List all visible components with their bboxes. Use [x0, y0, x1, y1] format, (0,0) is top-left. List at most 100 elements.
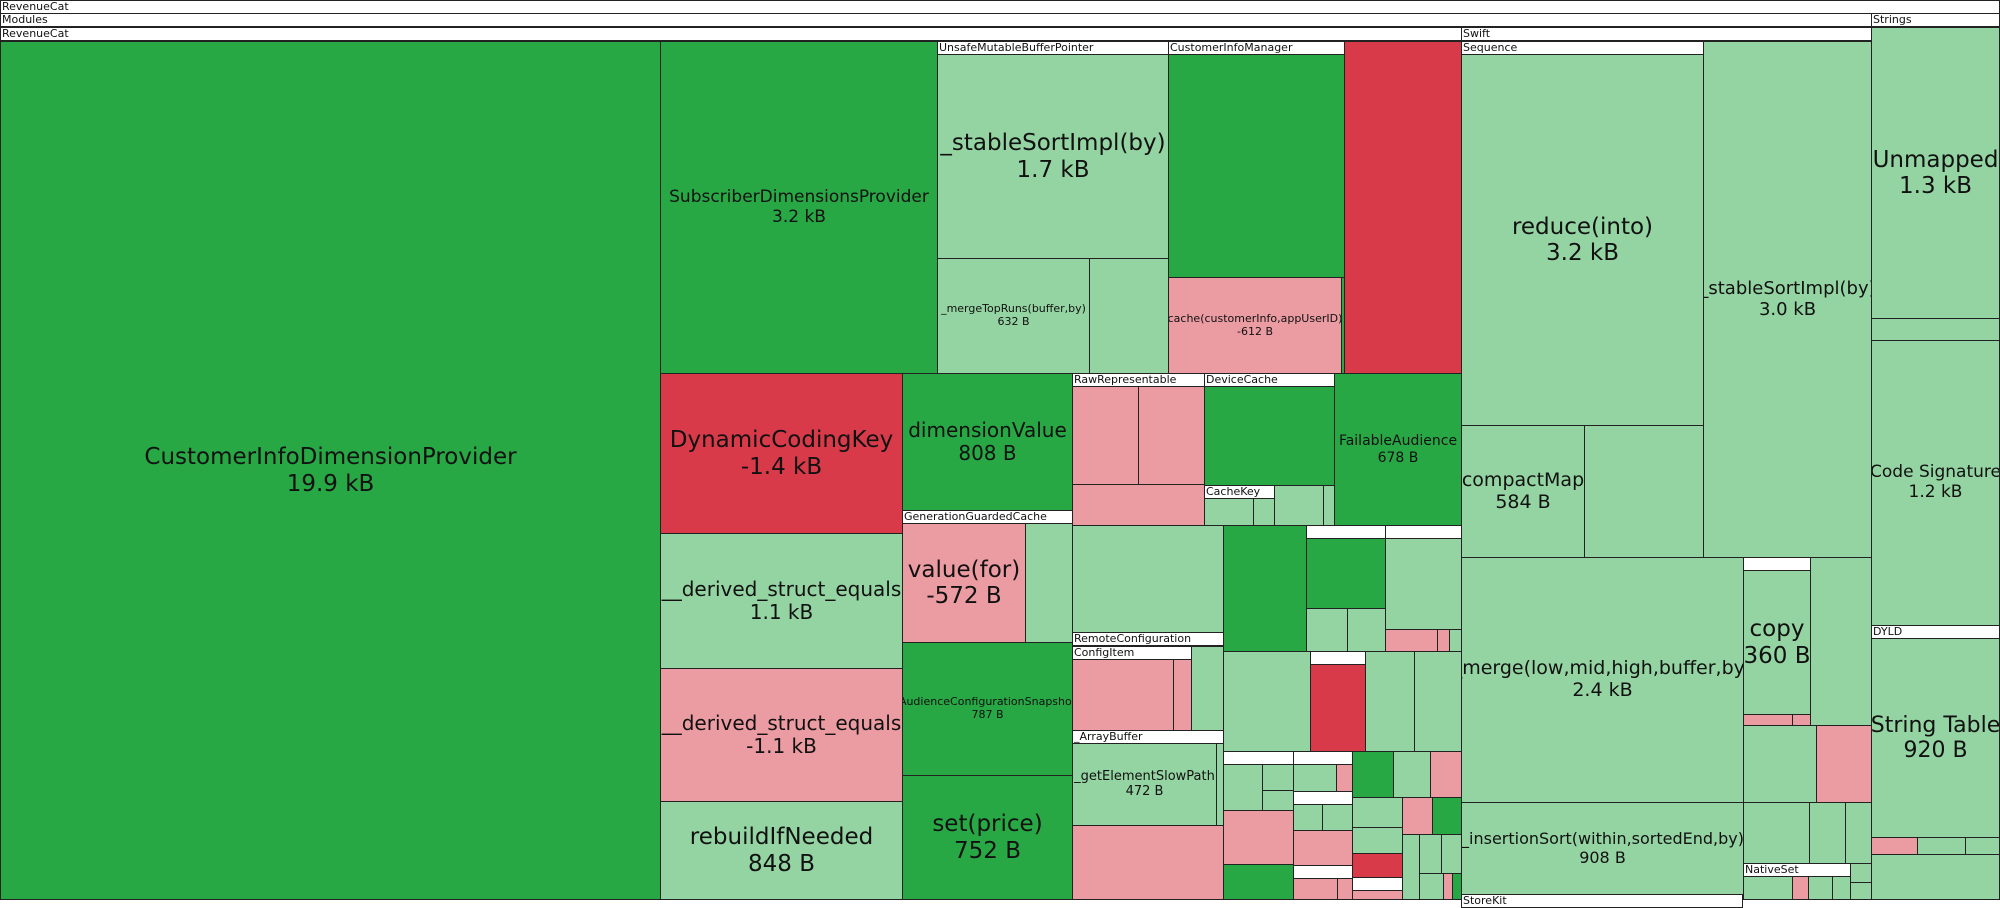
cell-unlabeled[interactable]: [1352, 827, 1403, 854]
header-root[interactable]: RevenueCat: [0, 0, 2000, 14]
cell-dynamic-coding-key[interactable]: DynamicCodingKey -1.4 kB: [660, 373, 903, 534]
cell-unlabeled[interactable]: [1344, 41, 1462, 374]
cell-unlabeled[interactable]: [1965, 837, 2000, 855]
cell-unlabeled[interactable]: [1262, 764, 1294, 791]
header-unlabeled[interactable]: [1293, 791, 1353, 805]
cell-value-for[interactable]: value(for) -572 B: [902, 523, 1026, 643]
cell-string-table[interactable]: String Table 920 B: [1871, 638, 2000, 838]
cell-unlabeled[interactable]: [1293, 830, 1353, 866]
cell-unlabeled[interactable]: [1293, 878, 1338, 900]
cell-unlabeled[interactable]: [1871, 837, 1918, 855]
cell-unlabeled[interactable]: [1430, 751, 1462, 798]
header-unlabeled[interactable]: [1743, 557, 1811, 571]
cell-unlabeled[interactable]: [1253, 498, 1275, 526]
cell-merge-top-runs[interactable]: _mergeTopRuns(buffer,by) 632 B: [937, 258, 1090, 374]
header-device-cache[interactable]: DeviceCache: [1204, 373, 1335, 387]
header-strings[interactable]: Strings: [1871, 13, 2000, 27]
cell-unlabeled[interactable]: [1223, 651, 1311, 752]
cell-merge-low-mid-high[interactable]: _merge(low,mid,high,buffer,by) 2.4 kB: [1461, 557, 1744, 803]
cell-reduce-into[interactable]: reduce(into) 3.2 kB: [1461, 54, 1704, 426]
cell-unlabeled[interactable]: [1808, 876, 1833, 900]
cell-unlabeled[interactable]: [1191, 646, 1224, 731]
cell-unlabeled[interactable]: [1432, 797, 1462, 835]
cell-stable-sort-impl[interactable]: _stableSortImpl(by) 3.0 kB: [1703, 41, 1872, 558]
cell-derived-struct-equals[interactable]: __derived_struct_equals 1.1 kB: [660, 533, 903, 669]
header-remote-configuration[interactable]: RemoteConfiguration: [1072, 632, 1224, 646]
cell-unlabeled[interactable]: [1419, 873, 1444, 900]
cell-unlabeled[interactable]: [1871, 854, 2000, 900]
header-config-item[interactable]: ConfigItem: [1072, 646, 1192, 660]
cell-unlabeled[interactable]: [1441, 834, 1462, 874]
cell-unlabeled[interactable]: [1168, 54, 1345, 278]
cell-unlabeled[interactable]: [1072, 484, 1205, 526]
header-modules[interactable]: Modules: [0, 13, 1872, 27]
cell-unlabeled[interactable]: [1293, 764, 1337, 792]
cell-stable-sort-impl[interactable]: _stableSortImpl(by) 1.7 kB: [937, 54, 1169, 259]
cell-set-price[interactable]: set(price) 752 B: [902, 775, 1073, 900]
cell-unlabeled[interactable]: [1306, 608, 1348, 652]
header-unlabeled[interactable]: [1293, 865, 1353, 879]
header-native-set[interactable]: NativeSet: [1743, 863, 1851, 877]
cell-unlabeled[interactable]: [1743, 802, 1810, 864]
cell-unlabeled[interactable]: [1223, 764, 1263, 811]
cell-code-signature[interactable]: Code Signature 1.2 kB: [1871, 340, 2000, 626]
cell-unlabeled[interactable]: [1173, 659, 1192, 731]
cell-unlabeled[interactable]: [1352, 853, 1403, 878]
cell-unlabeled[interactable]: [1262, 790, 1294, 811]
header-unlabeled[interactable]: [1385, 525, 1462, 539]
header-unlabeled[interactable]: [1310, 651, 1366, 665]
header-swift[interactable]: Swift: [1461, 27, 1872, 41]
header-dyld[interactable]: DYLD: [1871, 625, 2000, 639]
cell-unlabeled[interactable]: [1138, 386, 1205, 485]
cell-dimension-value[interactable]: dimensionValue 808 B: [902, 373, 1073, 511]
cell-unlabeled[interactable]: [1072, 386, 1139, 485]
cell-unlabeled[interactable]: [1352, 751, 1394, 798]
cell-unlabeled[interactable]: [1419, 834, 1442, 874]
cell-fallible-audience[interactable]: FailableAudience 678 B: [1334, 373, 1462, 526]
header-sequence[interactable]: Sequence: [1461, 41, 1704, 55]
cell-unlabeled[interactable]: [1322, 804, 1353, 831]
cell-unlabeled[interactable]: [1025, 523, 1073, 643]
cell-unlabeled[interactable]: [1871, 318, 2000, 341]
cell-unlabeled[interactable]: [1274, 485, 1324, 526]
cell-cache-customer-info[interactable]: cache(customerInfo,appUserID) -612 B: [1168, 277, 1342, 374]
cell-derived-struct-equals[interactable]: __derived_struct_equals -1.1 kB: [660, 668, 903, 802]
cell-subscriber-dimensions-provider[interactable]: SubscriberDimensionsProvider 3.2 kB: [660, 41, 938, 374]
cell-unlabeled[interactable]: [1743, 876, 1793, 900]
cell-unlabeled[interactable]: [1743, 725, 1817, 803]
cell-unlabeled[interactable]: [1365, 651, 1415, 752]
cell-insertion-sort[interactable]: _insertionSort(within,sortedEnd,by) 908 …: [1461, 802, 1744, 895]
cell-unlabeled[interactable]: [1850, 863, 1872, 883]
header-unlabeled[interactable]: [1223, 751, 1294, 765]
cell-unlabeled[interactable]: [1584, 425, 1704, 558]
cell-unlabeled[interactable]: [1917, 837, 1966, 855]
cell-unlabeled[interactable]: [1072, 825, 1224, 900]
cell-unlabeled[interactable]: [1845, 802, 1872, 864]
cell-unlabeled[interactable]: [1385, 538, 1462, 630]
cell-unlabeled[interactable]: [1223, 864, 1294, 900]
cell-unlabeled[interactable]: [1810, 557, 1872, 726]
cell-unlabeled[interactable]: [1072, 659, 1174, 731]
cell-unlabeled[interactable]: [1072, 525, 1224, 633]
cell-unlabeled[interactable]: [1204, 498, 1254, 526]
cell-customer-info-dimension-provider[interactable]: CustomerInfoDimensionProvider 19.9 kB: [0, 41, 661, 900]
cell-unlabeled[interactable]: [1310, 664, 1366, 752]
cell-unlabeled[interactable]: [1792, 876, 1809, 900]
cell-unmapped[interactable]: Unmapped 1.3 kB: [1871, 27, 2000, 319]
cell-unlabeled[interactable]: [1832, 876, 1851, 900]
cell-unlabeled[interactable]: [1223, 525, 1307, 652]
cell-unlabeled[interactable]: [1336, 764, 1353, 792]
cell-unlabeled[interactable]: [1816, 725, 1872, 803]
header-customer-info-manager[interactable]: CustomerInfoManager: [1168, 41, 1345, 55]
cell-compact-map[interactable]: compactMap 584 B: [1461, 425, 1585, 558]
header-unlabeled[interactable]: [1306, 525, 1386, 539]
header-cache-key[interactable]: CacheKey: [1204, 485, 1275, 499]
cell-unlabeled[interactable]: [1352, 797, 1403, 828]
header-raw-representable[interactable]: RawRepresentable: [1072, 373, 1205, 387]
header-store-kit[interactable]: StoreKit: [1461, 894, 1743, 908]
cell-unlabeled[interactable]: [1393, 751, 1431, 798]
header-array-buffer[interactable]: _ArrayBuffer: [1072, 730, 1224, 744]
cell-unlabeled[interactable]: [1089, 258, 1169, 374]
cell-unlabeled[interactable]: [1850, 882, 1872, 900]
cell-unlabeled[interactable]: [1347, 608, 1386, 652]
